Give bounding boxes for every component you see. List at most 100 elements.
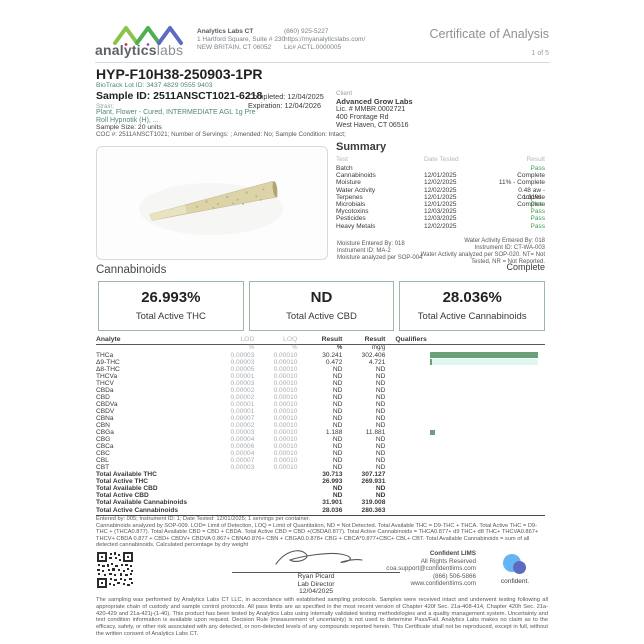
analyte-name: CBGa xyxy=(96,429,114,437)
biotrack-lot-id: BioTrack Lot ID: 3437 4829 0555 9403 xyxy=(96,82,213,89)
analyte-lod: 0.00001 xyxy=(230,400,255,408)
analyte-qualifier-cell xyxy=(385,457,545,464)
summary-result: Pass xyxy=(530,165,545,172)
analyte-result-pct: ND xyxy=(332,379,343,387)
col-result-mgg: Result xyxy=(364,336,386,343)
col-result-pct: Result xyxy=(321,336,343,343)
confident-logo-text: confident. xyxy=(500,578,530,585)
analyte-name: THCV xyxy=(96,379,114,387)
bar-fill xyxy=(430,352,539,358)
analyte-result-pct: ND xyxy=(332,407,343,415)
client-license: Lic. # MMBR.0002721 xyxy=(336,106,406,113)
qualifier-bar-area xyxy=(430,458,538,464)
summary-date-tested: 12/03/2025 xyxy=(424,215,457,223)
analyte-loq: 0.00010 xyxy=(273,351,298,359)
header-divider xyxy=(95,62,550,63)
total-row: Total Available THC 30.713 307.127 xyxy=(96,471,545,478)
summary-row: Terpenes 12/01/2025 1.31% - Complete xyxy=(336,194,545,208)
summary-table: Test Date Tested Result Batch Pass Canna… xyxy=(336,156,545,230)
analyte-qualifier-cell xyxy=(385,436,545,443)
brand-wordmark: analyticslabs xyxy=(95,42,183,58)
water-note-line: Water Activity Entered By: 018 xyxy=(464,238,545,244)
analyte-loq: 0.00010 xyxy=(273,386,298,394)
analyte-result-mgg: ND xyxy=(375,365,386,373)
unit-pct: % xyxy=(337,345,343,351)
table-bottom-rule xyxy=(96,514,545,516)
analyte-row: THCV 0.00003 0.00010 ND ND xyxy=(96,380,545,387)
summary-test-name: Heavy Metals xyxy=(336,222,376,230)
analyte-name: CBC xyxy=(96,450,110,458)
analyte-loq: 0.00010 xyxy=(273,464,298,472)
totals-rows: Total Available THC 30.713 307.127 Total… xyxy=(96,471,545,513)
moisture-note-line: Moisture analyzed per SOP-004 xyxy=(337,255,423,261)
analyte-result-pct: 0.472 xyxy=(325,358,343,366)
analyte-loq: 0.00010 xyxy=(273,414,298,422)
cannabinoids-units-row: % % % mg/g xyxy=(96,345,545,352)
analyte-result-pct: ND xyxy=(332,450,343,458)
analyte-lod: 0.00005 xyxy=(230,365,255,373)
summary-row: Water Activity 12/02/2025 0.48 aw - Comp… xyxy=(336,187,545,201)
analyte-qualifier-cell xyxy=(385,352,545,359)
signer-title: Lab Director xyxy=(297,580,335,588)
analyte-row: THCa 0.00003 0.00010 30.241 302.406 xyxy=(96,352,545,359)
analyte-name: Δ9-THC xyxy=(96,358,120,366)
total-result-mgg: 307.127 xyxy=(361,471,386,479)
analyte-qualifier-cell xyxy=(385,408,545,415)
summary-result: Pass xyxy=(530,208,545,216)
analyte-qualifier-cell xyxy=(385,415,545,422)
analyte-result-mgg: ND xyxy=(375,393,386,401)
total-name: Total Active THC xyxy=(96,478,149,486)
analyte-row: CBDV 0.00001 0.00010 ND ND xyxy=(96,408,545,415)
total-result-pct: ND xyxy=(332,492,343,500)
total-active-cannabinoids-label: Total Active Cannabinoids xyxy=(417,311,527,322)
analyte-result-mgg: ND xyxy=(375,400,386,408)
moisture-notes: Moisture Entered By: 018 Instrument ID: … xyxy=(337,241,422,262)
analyte-name: THCa xyxy=(96,351,114,359)
col-loq: LOQ xyxy=(283,336,298,343)
analyte-row: CBDVa 0.00001 0.00010 ND ND xyxy=(96,401,545,408)
analyte-row: CBC 0.00004 0.00010 ND ND xyxy=(96,450,545,457)
analyte-lod: 0.00001 xyxy=(230,407,255,415)
analyte-result-mgg: ND xyxy=(375,443,386,451)
brand-word-analytics: analytics xyxy=(95,42,157,58)
analyte-lod: 0.00003 xyxy=(230,464,255,472)
summary-row: Microbials 12/01/2025 Pass xyxy=(336,201,545,208)
total-active-cannabinoids-value: 28.036% xyxy=(442,289,502,306)
unit-loq: % xyxy=(292,345,298,351)
water-note-line: Instrument ID: CT-WA-003 xyxy=(474,245,545,251)
qualifier-bar-area xyxy=(430,401,538,407)
analyte-name: CBT xyxy=(96,464,110,472)
lab-name: Analytics Labs CT xyxy=(197,28,254,35)
client-label: Client xyxy=(336,90,353,97)
footnote-formulas: Cannabinoids analyzed by SOP-009. LOD= L… xyxy=(96,522,539,549)
analyte-row: CBN 0.00002 0.00010 ND ND xyxy=(96,422,545,429)
analyte-lod: 0.00003 xyxy=(230,429,255,437)
analyte-lod: 0.00004 xyxy=(230,450,255,458)
analyte-result-mgg: ND xyxy=(375,450,386,458)
analyte-row: CBNa 0.00007 0.00010 ND ND xyxy=(96,415,545,422)
total-result-mgg: 280.363 xyxy=(361,506,386,514)
client-address-block: Lic. # MMBR.0002721 400 Frontage Rd West… xyxy=(336,106,409,130)
summary-date-tested: 12/01/2025 xyxy=(424,172,457,180)
summary-test-name: Pesticides xyxy=(336,215,366,223)
qualifier-bar-area xyxy=(430,423,538,429)
total-name: Total Available Cannabinoids xyxy=(96,499,187,507)
analyte-lod: 0.00007 xyxy=(230,414,255,422)
confident-logo: confident. xyxy=(492,554,538,585)
analyte-qualifier-cell xyxy=(385,359,545,366)
total-result-mgg: 269.931 xyxy=(361,478,386,486)
analyte-qualifier-cell xyxy=(385,443,545,450)
analyte-qualifier-cell xyxy=(385,450,545,457)
analyte-name: CBDV xyxy=(96,407,115,415)
analyte-row: CBG 0.00004 0.00010 ND ND xyxy=(96,436,545,443)
summary-row: Heavy Metals 12/02/2025 Pass xyxy=(336,223,545,230)
analyte-lod: 0.00007 xyxy=(230,457,255,465)
analyte-loq: 0.00010 xyxy=(273,400,298,408)
summary-col-test: Test xyxy=(336,156,348,163)
analyte-qualifier-cell xyxy=(385,373,545,380)
sample-id: Sample ID: 2511ANSCT1021-6218 xyxy=(96,90,263,102)
summary-rows: Batch Pass Cannabinoids 12/01/2025 Compl… xyxy=(336,165,545,230)
signature-block: Ryan Picard Lab Director 12/04/2025 xyxy=(232,546,400,596)
summary-col-result: Result xyxy=(526,156,545,163)
unit-lod: % xyxy=(249,345,255,351)
